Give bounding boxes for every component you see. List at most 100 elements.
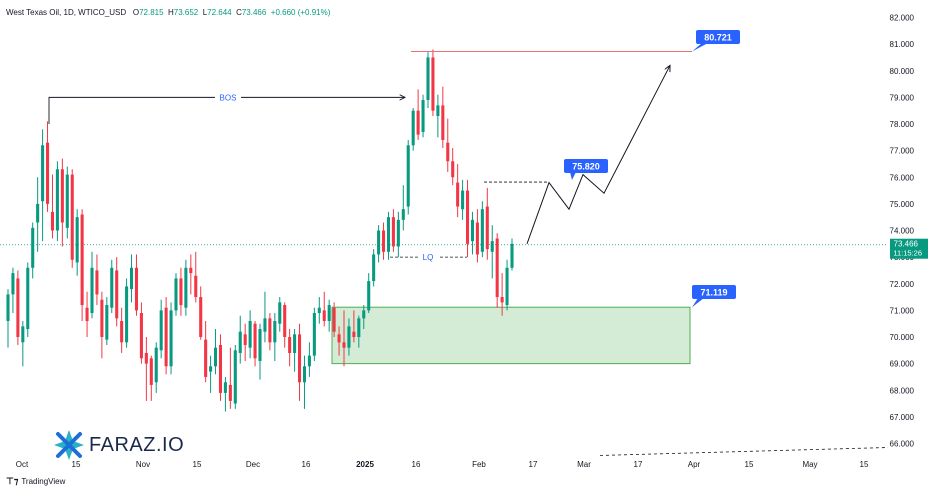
candle-body <box>322 310 326 322</box>
candle-body <box>278 302 282 324</box>
close-value: 73.466 <box>241 8 267 17</box>
candle-body <box>416 110 420 135</box>
candle <box>238 315 242 364</box>
candle <box>159 299 163 359</box>
candle-body <box>16 278 20 337</box>
symbol-name: West Texas Oil, 1D, WTICO_USD <box>6 8 127 17</box>
candle-body <box>31 227 35 268</box>
x-tick-label: 17 <box>529 460 538 469</box>
faraz-logo-icon <box>54 430 84 460</box>
candle-body <box>199 297 203 337</box>
candle <box>372 249 376 287</box>
tradingview-footer[interactable]: ⊤⁊ TradingView <box>6 476 65 487</box>
candle <box>129 254 134 303</box>
candle-body <box>480 209 484 252</box>
high-target-callout-text: 80.721 <box>704 33 732 43</box>
candle-body <box>297 334 302 383</box>
candle <box>154 342 158 393</box>
candle <box>50 174 55 239</box>
candle <box>317 297 321 324</box>
y-tick-label: 75.000 <box>890 200 915 209</box>
candle-body <box>381 230 386 252</box>
candle <box>45 121 50 212</box>
candle <box>60 158 64 247</box>
candle-body <box>327 305 331 322</box>
y-tick-label: 71.000 <box>890 306 915 315</box>
y-tick-label: 82.000 <box>890 14 915 23</box>
high-target-callout: 80.721 <box>692 30 740 52</box>
candle-body <box>302 366 307 383</box>
candle-body <box>179 278 183 306</box>
zone-top-callout-text: 71.119 <box>700 288 727 298</box>
candle-body <box>391 217 395 247</box>
y-tick-label: 67.000 <box>890 413 915 422</box>
zone-top-callout-pointer <box>692 298 704 308</box>
candle-body <box>223 382 227 393</box>
candle <box>36 177 40 252</box>
tradingview-logo-icon: ⊤⁊ <box>6 476 19 486</box>
x-tick-label: 15 <box>193 460 202 469</box>
lq-label: LQ <box>423 253 434 262</box>
candle <box>164 297 168 375</box>
candle <box>105 297 109 345</box>
candle <box>302 355 307 409</box>
candle <box>11 267 15 314</box>
candle <box>456 163 460 218</box>
candle <box>490 225 494 279</box>
candle-body <box>50 211 55 231</box>
candle-body <box>377 230 381 255</box>
candle-body <box>317 307 321 314</box>
candle <box>209 355 213 393</box>
candle <box>75 209 79 276</box>
x-tick-label: Oct <box>16 460 29 469</box>
candle <box>337 326 341 356</box>
candle <box>377 225 381 263</box>
candle <box>258 323 262 380</box>
candle <box>421 94 425 138</box>
candle-body <box>209 366 213 372</box>
candle-body <box>164 307 168 367</box>
candle <box>253 321 257 367</box>
low-value: 72.644 <box>207 8 232 17</box>
candle <box>213 329 218 375</box>
candle-body <box>347 326 351 348</box>
high-label: H <box>168 8 174 17</box>
y-tick-label: 72.000 <box>890 280 915 289</box>
candle <box>100 291 104 359</box>
candle <box>322 291 326 327</box>
candle-body <box>332 307 336 332</box>
y-tick-label: 81.000 <box>890 40 915 49</box>
candle <box>120 307 124 353</box>
candle <box>194 251 198 303</box>
lq-label-bg <box>418 252 438 263</box>
candle <box>396 211 400 258</box>
last-price-value: 73.466 <box>894 240 919 249</box>
candle <box>95 254 99 306</box>
mid-target-callout: 75.820 <box>564 159 608 180</box>
candle-body <box>456 182 460 207</box>
candle-body <box>367 281 371 311</box>
candle <box>461 179 465 220</box>
candle <box>342 310 346 367</box>
x-tick-label: Apr <box>688 460 701 469</box>
zone-top-callout-box <box>692 285 736 299</box>
candle-body <box>55 169 59 231</box>
candle-body <box>139 313 143 359</box>
last-price-tag-bg <box>890 238 928 259</box>
candle <box>90 251 94 319</box>
high-target-callout-pointer <box>692 43 708 52</box>
x-tick-label: 15 <box>745 460 754 469</box>
candle <box>465 179 470 258</box>
candle <box>312 307 316 361</box>
candle <box>411 108 415 151</box>
candle-body <box>60 169 64 223</box>
candle <box>169 302 173 375</box>
candle <box>283 302 287 348</box>
candle-body <box>475 222 479 255</box>
candle-body <box>510 243 514 268</box>
mid-target-callout-box <box>564 159 608 173</box>
candle <box>386 211 391 260</box>
x-tick-label: 15 <box>860 460 869 469</box>
candle-body <box>485 206 489 250</box>
